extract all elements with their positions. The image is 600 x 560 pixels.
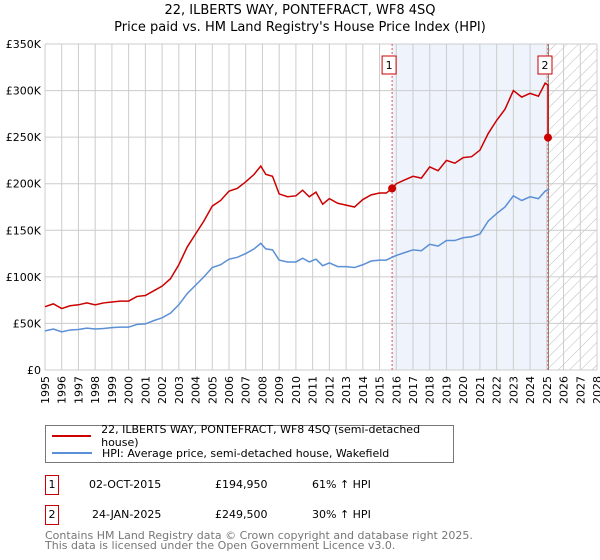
price-paid-line [44,82,550,310]
x-tick-label: 1995 [39,376,52,404]
y-tick-label: £150K [6,224,42,237]
chart-subtitle: Price paid vs. HM Land Registry's House … [114,20,486,35]
legend-label: 22, ILBERTS WAY, PONTEFRACT, WF8 4SQ (se… [101,423,421,449]
legend-item-hpi: HPI: Average price, semi-detached house,… [52,446,389,460]
x-tick-label: 2017 [407,376,420,404]
legend-label: HPI: Average price, semi-detached house,… [102,446,390,460]
x-tick-label: 2011 [307,376,320,404]
legend-item-property: 22, ILBERTS WAY, PONTEFRACT, WF8 4SQ (se… [52,423,453,449]
x-tick-label: 2024 [524,376,537,404]
sale-label-box [537,55,553,75]
x-tick-label: 1998 [89,376,102,404]
x-tick-label: 2026 [558,376,571,404]
x-tick-label: 2007 [240,376,253,404]
y-tick-label: £100K [6,271,42,284]
x-tick-label: 2023 [507,376,520,404]
sale-date: 24-JAN-2025 [92,508,162,521]
x-tick-label: 2008 [256,376,269,404]
x-tick-label: 2021 [474,376,487,404]
x-tick-label: 2001 [139,376,152,404]
forecast-hatch [548,44,597,370]
x-tick-label: 2028 [591,376,600,404]
footer-line: Contains HM Land Registry data © Crown c… [45,529,473,542]
legend: 22, ILBERTS WAY, PONTEFRACT, WF8 4SQ (se… [45,423,454,463]
chart-title: 22, ILBERTS WAY, PONTEFRACT, WF8 4SQ [164,3,436,18]
x-tick-label: 2005 [206,376,219,404]
sale-label-box [381,55,397,75]
sale-period-shading [392,44,548,370]
y-tick-label: £350K [6,38,42,51]
x-tick-label: 2002 [156,376,169,404]
sale-hpi-diff: 61% ↑ HPI [312,478,371,491]
footer-note: Contains HM Land Registry data © Crown c… [45,529,473,552]
y-tick-label: £200K [6,178,42,191]
legend-swatch-red [52,435,92,437]
x-tick-label: 2020 [457,376,470,404]
x-tick-label: 2004 [190,376,203,404]
x-tick-label: 2015 [374,376,387,404]
sale-label: 1 [386,59,393,72]
x-tick-label: 2003 [173,376,186,404]
sale-price: £249,500 [215,508,268,521]
sale-row-1: 1 02-OCT-2015 £194,950 61% ↑ HPI [45,475,465,495]
hpi-line [44,188,550,333]
sale-marker-badge: 2 [45,505,59,525]
x-tick-label: 1997 [72,376,85,404]
sale-date: 02-OCT-2015 [89,478,162,491]
x-tick-label: 2010 [290,376,303,404]
legend-swatch-blue [52,452,92,454]
x-tick-label: 2019 [440,376,453,404]
x-tick-label: 2022 [491,376,504,404]
sale-hpi-diff: 30% ↑ HPI [312,508,371,521]
y-tick-label: £300K [6,85,42,98]
plot-area: 1995 1996 1997 1998 1999 2000 2001 2002 2003 2004… [6,38,600,404]
sale-price: £194,950 [215,478,268,491]
x-tick-label: 2014 [357,376,370,404]
x-tick-label: 2016 [390,376,403,404]
x-tick-label: 1999 [106,376,119,404]
y-tick-label: £250K [6,131,42,144]
x-tick-label: 2013 [340,376,353,404]
sale-label: 2 [541,59,548,72]
y-tick-label: £0 [27,364,41,377]
x-tick-label: 2018 [424,376,437,404]
x-tick-label: 2006 [223,376,236,404]
footer-line: This data is licensed under the Open Gov… [45,539,396,552]
x-tick-label: 2027 [574,376,587,404]
y-tick-label: £50K [13,317,42,330]
x-tick-label: 2025 [541,376,554,404]
x-tick-label: 2009 [273,376,286,404]
x-tick-label: 2012 [323,376,336,404]
sale-row-2: 2 24-JAN-2025 £249,500 30% ↑ HPI [45,505,465,525]
sale-point [543,133,552,142]
x-tick-label: 2000 [123,376,136,404]
sale-marker-badge: 1 [45,475,59,495]
sale-point [388,184,397,193]
x-tick-label: 1996 [56,376,69,404]
